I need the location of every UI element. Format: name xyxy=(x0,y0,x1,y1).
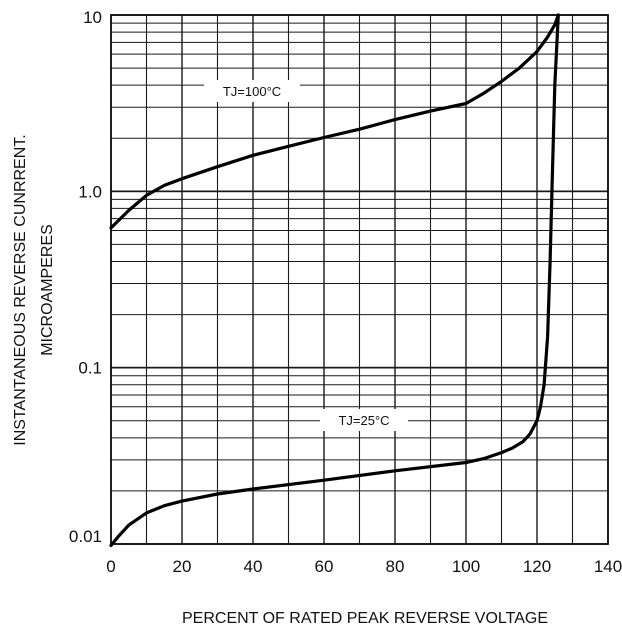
plot-frame xyxy=(110,14,609,545)
x-tick-label: 80 xyxy=(386,557,405,576)
y-tick-labels: 0.01 0.1 1.0 10 xyxy=(69,8,102,546)
series-annotations: TJ=100°C TJ=25°C xyxy=(204,80,408,431)
y-tick-label: 0.1 xyxy=(78,359,102,378)
series-lines xyxy=(109,13,560,548)
series-line-tj-25c xyxy=(109,13,560,548)
annotation-background xyxy=(320,409,408,431)
plot-border xyxy=(110,14,609,545)
x-tick-label: 100 xyxy=(452,557,480,576)
y-axis-label-line-2: MICROAMPERES xyxy=(39,224,56,356)
x-tick-label: 40 xyxy=(244,557,263,576)
y-tick-label: 0.01 xyxy=(69,527,102,546)
annotation-background xyxy=(204,80,300,102)
y-tick-label: 1.0 xyxy=(78,182,102,201)
annotation-tj-25c: TJ=25°C xyxy=(338,413,389,428)
x-tick-label: 20 xyxy=(173,557,192,576)
x-tick-label: 120 xyxy=(523,557,551,576)
x-tick-label: 0 xyxy=(106,557,115,576)
grid xyxy=(110,14,609,545)
x-axis-label: PERCENT OF RATED PEAK REVERSE VOLTAGE xyxy=(182,610,548,627)
x-tick-label: 60 xyxy=(315,557,334,576)
y-tick-label: 10 xyxy=(83,8,102,27)
series-line-tj-100c xyxy=(109,13,560,230)
y-axis-label-line-1: INSTANTANEOUS REVERSE CUNRRENT. xyxy=(12,134,29,445)
x-tick-label: 140 xyxy=(594,557,622,576)
x-tick-labels: 0 20 40 60 80 100 120 140 xyxy=(106,557,622,576)
annotation-tj-100c: TJ=100°C xyxy=(223,84,281,99)
